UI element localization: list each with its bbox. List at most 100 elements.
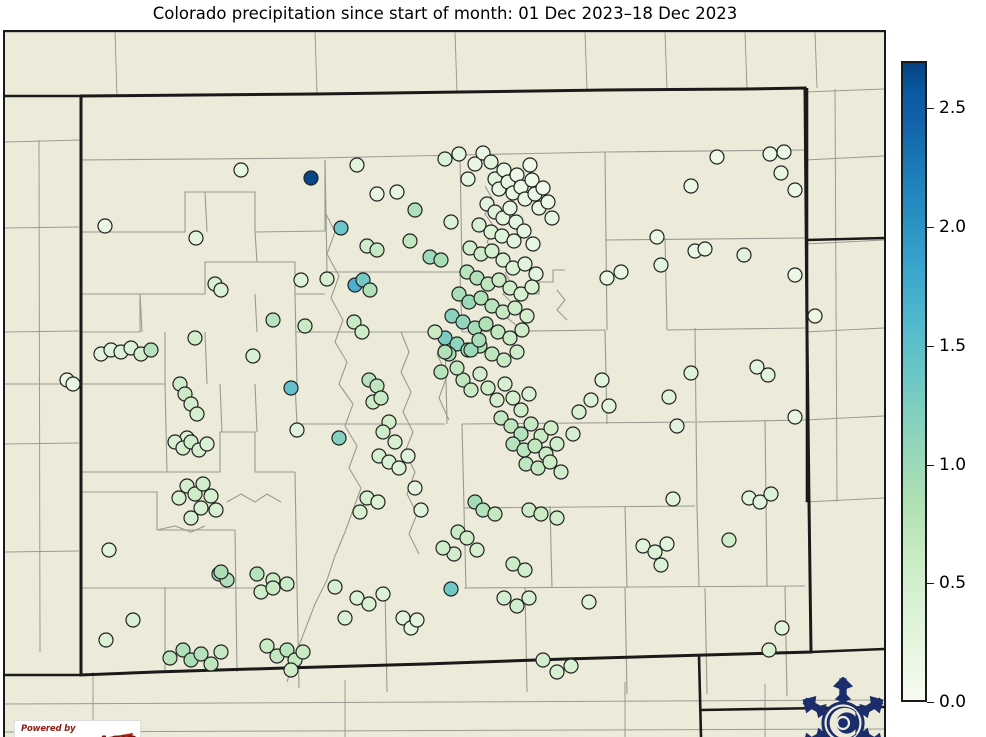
station-marker[interactable] [295, 644, 311, 660]
station-marker[interactable] [807, 308, 823, 324]
station-marker[interactable] [349, 590, 365, 606]
station-marker[interactable] [437, 344, 453, 360]
station-marker[interactable] [787, 267, 803, 283]
station-marker[interactable] [773, 165, 789, 181]
station-marker[interactable] [478, 316, 494, 332]
station-marker[interactable] [97, 218, 113, 234]
station-marker[interactable] [433, 364, 449, 380]
station-marker[interactable] [213, 644, 229, 660]
station-marker[interactable] [283, 662, 299, 678]
station-marker[interactable] [635, 538, 651, 554]
station-marker[interactable] [143, 342, 159, 358]
station-marker[interactable] [749, 359, 765, 375]
station-marker[interactable] [523, 416, 539, 432]
station-marker[interactable] [549, 436, 565, 452]
station-marker[interactable] [581, 594, 597, 610]
station-marker[interactable] [460, 171, 476, 187]
station-marker[interactable] [721, 532, 737, 548]
station-marker[interactable] [459, 530, 475, 546]
station-marker[interactable] [709, 149, 725, 165]
station-marker[interactable] [583, 392, 599, 408]
station-marker[interactable] [463, 382, 479, 398]
station-marker[interactable] [249, 566, 265, 582]
station-marker[interactable] [407, 480, 423, 496]
station-marker[interactable] [319, 271, 335, 287]
station-marker[interactable] [471, 332, 487, 348]
station-marker[interactable] [369, 242, 385, 258]
station-marker[interactable] [469, 542, 485, 558]
station-marker[interactable] [473, 290, 489, 306]
station-marker[interactable] [443, 581, 459, 597]
station-marker[interactable] [471, 217, 487, 233]
station-marker[interactable] [647, 544, 663, 560]
station-marker[interactable] [493, 410, 509, 426]
station-marker[interactable] [544, 210, 560, 226]
station-marker[interactable] [653, 257, 669, 273]
station-marker[interactable] [265, 580, 281, 596]
station-marker[interactable] [375, 424, 391, 440]
station-marker[interactable] [349, 157, 365, 173]
station-marker[interactable] [265, 312, 281, 328]
station-marker[interactable] [763, 486, 779, 502]
station-marker[interactable] [400, 448, 416, 464]
station-marker[interactable] [665, 491, 681, 507]
station-marker[interactable] [697, 241, 713, 257]
station-marker[interactable] [435, 540, 451, 556]
station-marker[interactable] [354, 324, 370, 340]
station-marker[interactable] [535, 180, 551, 196]
station-marker[interactable] [443, 214, 459, 230]
station-marker[interactable] [208, 502, 224, 518]
station-marker[interactable] [213, 564, 229, 580]
station-marker[interactable] [502, 330, 518, 346]
station-marker[interactable] [527, 438, 543, 454]
station-marker[interactable] [389, 184, 405, 200]
station-marker[interactable] [279, 576, 295, 592]
station-marker[interactable] [183, 510, 199, 526]
colorbar[interactable]: 0.0 0.5 1.0 1.5 2.0 2.5 [901, 61, 966, 712]
station-marker[interactable] [409, 612, 425, 628]
station-marker[interactable] [659, 536, 675, 552]
station-marker[interactable] [375, 586, 391, 602]
station-marker[interactable] [171, 490, 187, 506]
station-marker[interactable] [495, 252, 511, 268]
station-marker[interactable] [599, 270, 615, 286]
map-panel[interactable]: Powered by ACIS Regional Climate Centers [3, 30, 886, 737]
station-marker[interactable] [503, 418, 519, 434]
station-marker[interactable] [199, 436, 215, 452]
station-marker[interactable] [188, 230, 204, 246]
station-marker[interactable] [303, 170, 319, 186]
station-marker[interactable] [98, 632, 114, 648]
station-marker[interactable] [517, 562, 533, 578]
station-marker[interactable] [762, 146, 778, 162]
station-marker[interactable] [352, 504, 368, 520]
station-marker[interactable] [373, 390, 389, 406]
station-marker[interactable] [407, 202, 423, 218]
station-marker[interactable] [101, 542, 117, 558]
station-marker[interactable] [125, 612, 141, 628]
station-marker[interactable] [571, 404, 587, 420]
station-marker[interactable] [490, 324, 506, 340]
station-marker[interactable] [533, 506, 549, 522]
station-marker[interactable] [427, 324, 443, 340]
station-marker[interactable] [65, 376, 81, 392]
station-marker[interactable] [553, 464, 569, 480]
station-marker[interactable] [233, 162, 249, 178]
station-marker[interactable] [752, 494, 768, 510]
station-marker[interactable] [391, 460, 407, 476]
station-marker[interactable] [187, 330, 203, 346]
station-marker[interactable] [451, 146, 467, 162]
station-marker[interactable] [193, 500, 209, 516]
station-marker[interactable] [513, 402, 529, 418]
station-marker[interactable] [513, 286, 529, 302]
station-marker[interactable] [736, 247, 752, 263]
station-marker[interactable] [530, 460, 546, 476]
station-marker[interactable] [483, 154, 499, 170]
station-marker[interactable] [369, 186, 385, 202]
station-marker[interactable] [514, 322, 530, 338]
station-marker[interactable] [496, 590, 512, 606]
station-marker[interactable] [505, 556, 521, 572]
station-marker[interactable] [507, 300, 523, 316]
station-marker[interactable] [289, 422, 305, 438]
station-marker[interactable] [472, 366, 488, 382]
station-marker[interactable] [521, 590, 537, 606]
